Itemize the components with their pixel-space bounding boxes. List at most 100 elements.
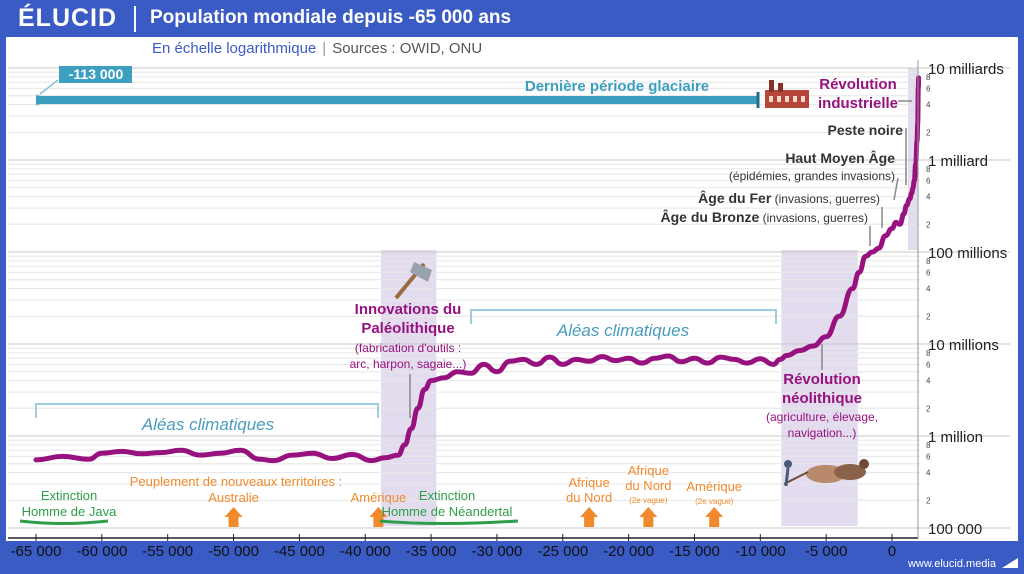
- climate-bracket-2: [470, 309, 777, 324]
- y-minor-tick-label: 6: [926, 84, 931, 93]
- x-tick-label: -5 000: [805, 543, 848, 560]
- black-death-label: Peste noire: [828, 122, 904, 138]
- factory-window-icon: [769, 96, 773, 102]
- x-tick-label: -20 000: [603, 543, 654, 560]
- x-tick-label: -35 000: [406, 543, 457, 560]
- chart-title: Population mondiale depuis -65 000 ans: [150, 7, 512, 28]
- annotation-layer: -113 000 Dernière période glaciaire Aléas …: [19, 66, 912, 527]
- x-tick-label: -40 000: [340, 543, 391, 560]
- population-series-line: [33, 75, 922, 464]
- settlement-label: Australie: [208, 490, 259, 505]
- logo-mark-icon: [1002, 558, 1018, 568]
- settlement-label: Afrique: [628, 463, 669, 478]
- extinction-title: Extinction: [419, 488, 475, 503]
- iron-age-label: Âge du Fer (invasions, guerres): [698, 189, 880, 206]
- glacial-period-bar: [36, 96, 758, 104]
- y-minor-tick-label: 8: [926, 165, 931, 174]
- neolithic-title-line: néolithique: [782, 390, 862, 407]
- x-tick-label: -15 000: [669, 543, 720, 560]
- glacial-arrow-left: [36, 94, 52, 106]
- paleolithic-title-line: Paléolithique: [361, 320, 454, 337]
- settlement-note: (2e vague): [695, 497, 734, 506]
- website-credit[interactable]: www.elucid.media: [907, 558, 996, 570]
- settlement-arrow-icon: [705, 507, 724, 527]
- y-minor-tick-label: 4: [926, 193, 931, 202]
- y-minor-tick-label: 8: [926, 257, 931, 266]
- iron-age-title: Âge du Fer: [698, 189, 772, 206]
- y-tick-label: 1 million: [928, 429, 983, 446]
- settlement-label: du Nord: [566, 490, 612, 505]
- climate-label-1: Aléas climatiques: [141, 415, 275, 434]
- extinction-title: Extinction: [41, 488, 97, 503]
- y-tick-label: 10 millions: [928, 337, 999, 354]
- climate-bracket-1: [35, 403, 379, 418]
- ox-body-icon: [834, 464, 866, 480]
- y-minor-tick-label: 6: [926, 452, 931, 461]
- settlement-label: Amérique: [686, 479, 742, 494]
- header-bar: ÉLUCID Population mondiale depuis -65 00…: [0, 0, 1024, 37]
- x-tick-label: -10 000: [735, 543, 786, 560]
- paleolithic-note-line: (fabrication d'outils :: [355, 341, 461, 355]
- x-tick-label: 0: [888, 543, 896, 560]
- industrial-label-line: industrielle: [818, 95, 898, 112]
- paleolithic-title-line: Innovations du: [355, 301, 462, 318]
- settlement-arrow-icon: [580, 507, 599, 527]
- farmer-icon: [784, 460, 792, 468]
- y-minor-tick-label: 6: [926, 268, 931, 277]
- glacial-start-tag: [59, 66, 132, 83]
- bronze-age-title: Âge du Bronze: [661, 208, 760, 225]
- bronze-age-note: (invasions, guerres): [759, 211, 868, 225]
- middle-ages-pointer: [893, 177, 899, 201]
- series-layer: [33, 75, 922, 464]
- subtitle-scale: En échelle logarithmique: [152, 40, 317, 57]
- neolithic-title-line: Révolution: [783, 371, 861, 388]
- y-minor-tick-label: 2: [926, 404, 931, 413]
- factory-window-icon: [801, 96, 805, 102]
- brand-logo[interactable]: ÉLUCID: [18, 4, 118, 32]
- x-tick-label: -45 000: [274, 543, 325, 560]
- farmer-body-icon: [784, 467, 790, 487]
- ox-head-icon: [859, 459, 869, 469]
- y-minor-tick-label: 4: [926, 377, 931, 386]
- glacial-start-pointer: [39, 79, 59, 95]
- settlement-header: Peuplement de nouveaux territoires :: [130, 474, 342, 489]
- factory-chimney-icon: [769, 80, 774, 92]
- y-minor-tick-label: 4: [926, 285, 931, 294]
- y-minor-tick-label: 8: [926, 73, 931, 82]
- settlement-arrow-icon: [639, 507, 658, 527]
- y-minor-tick-label: 2: [926, 128, 931, 137]
- paleolithic-note-line: arc, harpon, sagaie...): [350, 357, 467, 371]
- y-minor-tick-label: 8: [926, 441, 931, 450]
- plough-icon: [783, 471, 809, 485]
- factory-chimney-icon: [778, 83, 783, 92]
- y-minor-tick-label: 6: [926, 360, 931, 369]
- grid-lines: [8, 67, 1010, 529]
- extinction-species: Homme de Néandertal: [382, 504, 513, 519]
- y-tick-label: 100 000: [928, 521, 982, 538]
- x-tick-label: -65 000: [11, 543, 62, 560]
- y-minor-tick-label: 4: [926, 469, 931, 478]
- middle-ages-note: (épidémies, grandes invasions): [729, 169, 895, 183]
- y-tick-label: 100 millions: [928, 245, 1007, 262]
- y-tick-label: 1 milliard: [928, 153, 988, 170]
- y-minor-tick-label: 4: [926, 101, 931, 110]
- y-minor-tick-label: 8: [926, 349, 931, 358]
- extinction-species: Homme de Java: [22, 504, 117, 519]
- y-minor-tick-label: 2: [926, 220, 931, 229]
- factory-window-icon: [793, 96, 797, 102]
- climate-label-2: Aléas climatiques: [556, 321, 690, 340]
- neolithic-note-line: (agriculture, élevage,: [766, 410, 878, 424]
- x-tick-label: -30 000: [471, 543, 522, 560]
- settlement-note: (2e vague): [629, 496, 668, 505]
- annotation-layer-back: [36, 66, 760, 108]
- settlement-label: Amérique: [351, 490, 407, 505]
- glacial-start-label: -113 000: [69, 66, 124, 82]
- iron-age-note: (invasions, guerres): [771, 192, 880, 206]
- extinction-underline: [19, 519, 109, 525]
- y-minor-tick-label: 6: [926, 176, 931, 185]
- historic-band: [908, 68, 918, 250]
- middle-ages-label: Haut Moyen Âge: [785, 149, 895, 166]
- settlement-arrow-icon: [224, 507, 243, 527]
